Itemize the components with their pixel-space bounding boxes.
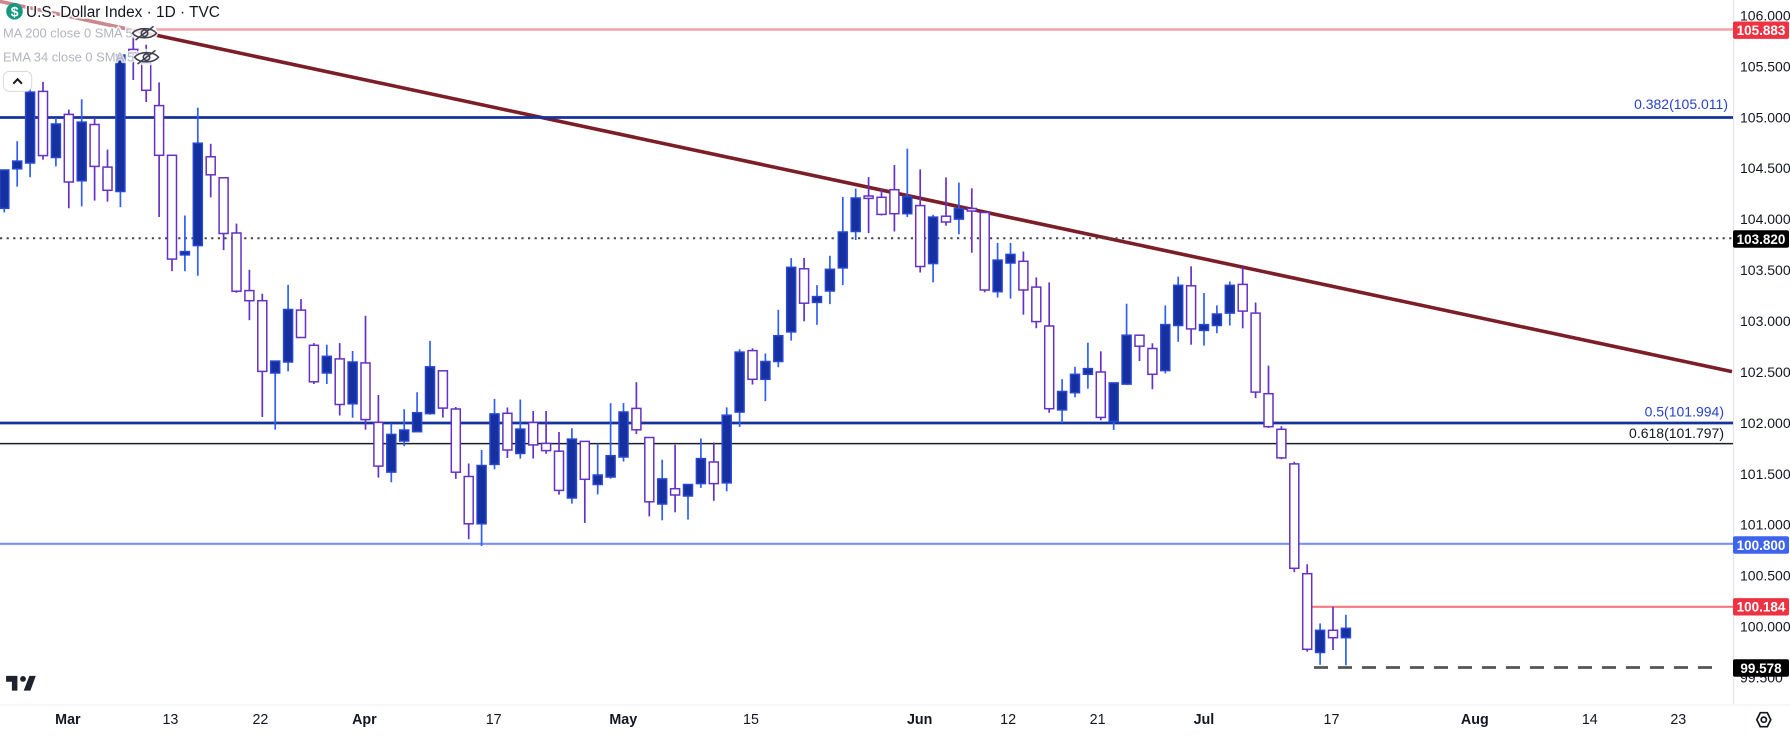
svg-text:12: 12: [1000, 712, 1016, 728]
svg-text:104.000: 104.000: [1740, 211, 1790, 227]
svg-text:$: $: [11, 3, 19, 19]
svg-text:Aug: Aug: [1461, 712, 1489, 728]
svg-text:0.618(101.797): 0.618(101.797): [1629, 425, 1724, 441]
svg-text:105.883: 105.883: [1737, 23, 1786, 38]
svg-text:101.000: 101.000: [1740, 517, 1790, 533]
svg-text:Jun: Jun: [907, 712, 932, 728]
svg-text:100.184: 100.184: [1737, 600, 1786, 615]
svg-text:Mar: Mar: [55, 712, 81, 728]
svg-text:21: 21: [1090, 712, 1106, 728]
svg-text:22: 22: [252, 712, 268, 728]
svg-text:Jul: Jul: [1194, 712, 1215, 728]
svg-text:103.820: 103.820: [1737, 232, 1786, 247]
svg-text:102.500: 102.500: [1740, 364, 1790, 380]
svg-text:100.500: 100.500: [1740, 568, 1790, 584]
svg-text:May: May: [609, 712, 637, 728]
svg-text:14: 14: [1582, 712, 1598, 728]
svg-text:17: 17: [486, 712, 502, 728]
svg-text:Apr: Apr: [352, 712, 377, 728]
svg-text:101.500: 101.500: [1740, 466, 1790, 482]
svg-text:0.5(101.994): 0.5(101.994): [1645, 404, 1724, 420]
svg-text:103.500: 103.500: [1740, 262, 1790, 278]
svg-text:102.000: 102.000: [1740, 415, 1790, 431]
svg-text:13: 13: [162, 712, 178, 728]
svg-text:100.000: 100.000: [1740, 619, 1790, 635]
svg-text:23: 23: [1670, 712, 1686, 728]
svg-text:MA 200 close 0 SMA 5: MA 200 close 0 SMA 5: [3, 25, 133, 40]
svg-text:103.000: 103.000: [1740, 313, 1790, 329]
svg-text:15: 15: [743, 712, 759, 728]
svg-text:99.578: 99.578: [1740, 661, 1782, 676]
svg-text:105.500: 105.500: [1740, 58, 1790, 74]
svg-text:17: 17: [1324, 712, 1340, 728]
svg-text:U.S. Dollar Index · 1D · TVC: U.S. Dollar Index · 1D · TVC: [26, 4, 220, 21]
svg-text:0.382(105.011): 0.382(105.011): [1634, 96, 1728, 112]
svg-text:EMA 34 close 0 SMA 5: EMA 34 close 0 SMA 5: [3, 49, 134, 64]
svg-text:105.000: 105.000: [1740, 109, 1790, 125]
svg-text:106.000: 106.000: [1740, 8, 1790, 24]
svg-text:100.800: 100.800: [1737, 538, 1786, 553]
svg-text:104.500: 104.500: [1740, 160, 1790, 176]
